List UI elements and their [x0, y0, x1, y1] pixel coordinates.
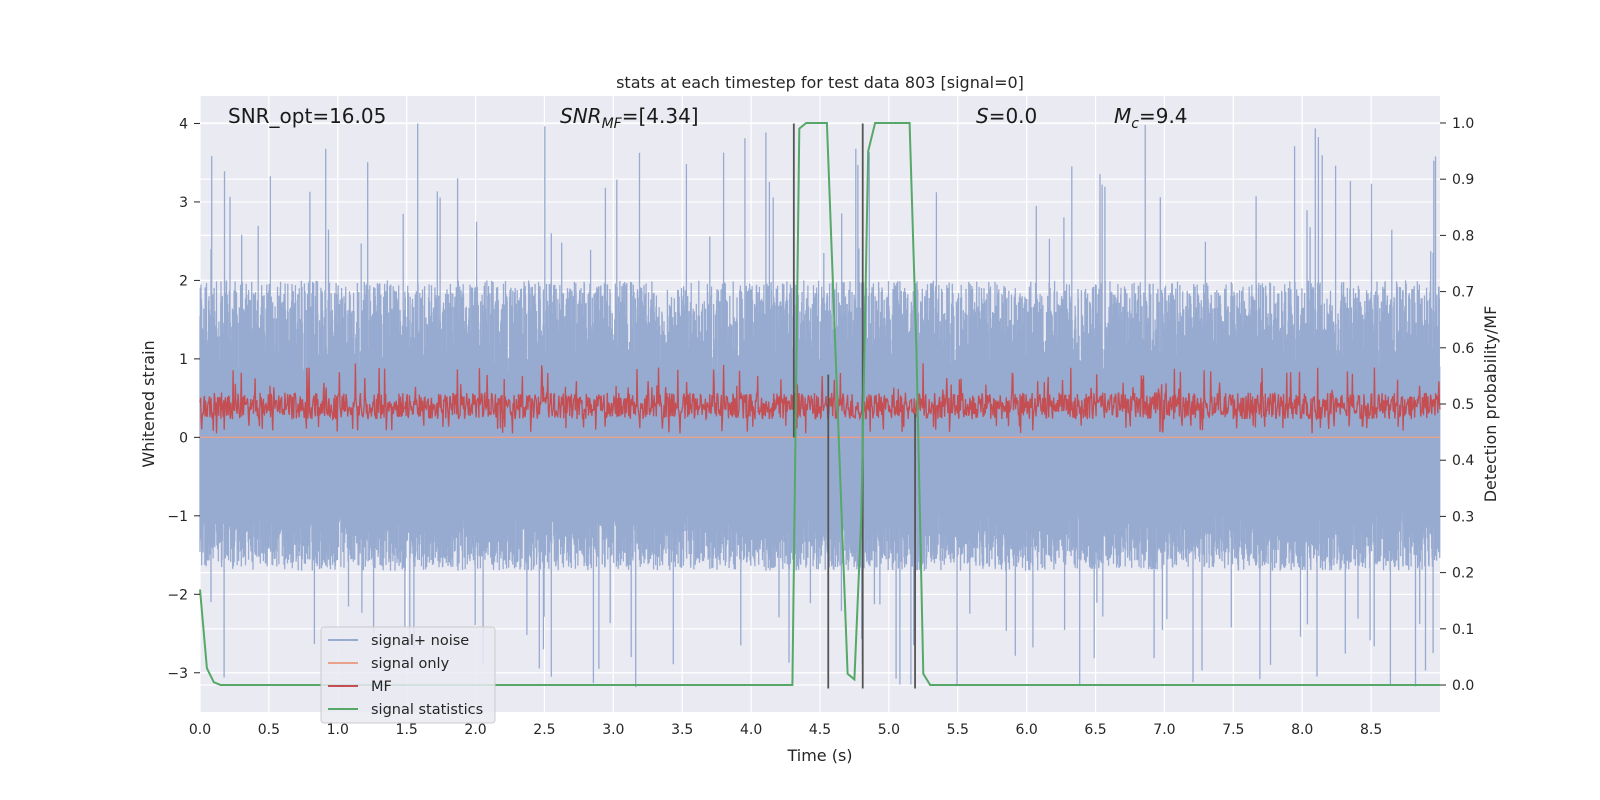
- y-tick-label: −3: [167, 666, 188, 682]
- chart-title: stats at each timestep for test data 803…: [616, 73, 1024, 92]
- annotation-snr-mf-sub: MF: [602, 116, 623, 132]
- x-tick-label: 8.5: [1360, 722, 1382, 738]
- y2-tick-label: 0.3: [1452, 509, 1474, 525]
- annotation-s-value: =0.0: [989, 104, 1038, 128]
- y2-tick-label: 0.0: [1452, 678, 1474, 694]
- y-tick-label: 0: [179, 430, 188, 446]
- x-tick-label: 6.0: [1016, 722, 1038, 738]
- x-tick-label: 3.0: [602, 722, 624, 738]
- annotation-mc-sub: c: [1131, 116, 1139, 132]
- x-tick-label: 1.0: [327, 722, 349, 738]
- x-tick-label: 5.5: [947, 722, 969, 738]
- annotation-snr-mf-value: =[4.34]: [622, 104, 699, 128]
- annotation-s-italic: S: [976, 104, 989, 128]
- x-tick-label: 6.5: [1084, 722, 1106, 738]
- x-tick-label: 5.0: [878, 722, 900, 738]
- y2-axis-label: Detection probability/MF: [1481, 306, 1500, 503]
- y2-axis-ticks: 0.0 0.1 0.2 0.3 0.4 0.5 0.6 0.7 0.8 0.9 1.0: [1440, 116, 1474, 694]
- y2-tick-label: 0.1: [1452, 622, 1474, 638]
- legend: signal+ noise signal only MF signal stat…: [320, 626, 496, 724]
- y-axis-ticks: −3 −2 −1 0 1 2 3 4: [167, 116, 200, 682]
- x-tick-label: 4.5: [809, 722, 831, 738]
- legend-label-mf: MF: [371, 679, 392, 695]
- y-tick-label: −2: [167, 587, 188, 603]
- y2-tick-label: 0.2: [1452, 566, 1474, 582]
- series-signal-statistics: [199, 122, 1440, 686]
- x-tick-label: 0.0: [189, 722, 211, 738]
- y-tick-label: 2: [179, 273, 188, 289]
- x-tick-label: 7.5: [1222, 722, 1244, 738]
- legend-frame: [320, 626, 496, 724]
- annotation-mc-value: =9.4: [1139, 104, 1188, 128]
- x-tick-label: 1.5: [396, 722, 418, 738]
- y2-tick-label: 1.0: [1452, 116, 1474, 132]
- annotation-mc: Mc=9.4: [1114, 104, 1188, 132]
- annotation-snr-mf: SNRMF=[4.34]: [560, 104, 699, 132]
- x-tick-label: 8.0: [1291, 722, 1313, 738]
- series-mf: [199, 363, 1441, 434]
- mf-line: [199, 363, 1441, 434]
- x-axis-label: Time (s): [786, 746, 852, 765]
- y-tick-label: 4: [179, 116, 188, 132]
- legend-label-signal-noise: signal+ noise: [371, 633, 469, 649]
- y-tick-label: 1: [179, 352, 188, 368]
- y2-tick-label: 0.7: [1452, 285, 1474, 301]
- y2-tick-label: 0.8: [1452, 228, 1474, 244]
- annotation-s: S=0.0: [976, 104, 1037, 128]
- y2-tick-label: 0.4: [1452, 453, 1474, 469]
- annotation-snr-mf-base: SNR: [560, 104, 602, 128]
- annotation-snr-opt: SNR_opt=16.05: [228, 104, 386, 128]
- x-tick-label: 7.0: [1153, 722, 1175, 738]
- legend-label-signal-only: signal only: [371, 656, 450, 672]
- annotation-mc-base: M: [1114, 104, 1131, 128]
- y-tick-label: 3: [179, 195, 188, 211]
- y-axis-label: Whitened strain: [139, 340, 158, 467]
- x-tick-label: 3.5: [671, 722, 693, 738]
- legend-label-signal-statistics: signal statistics: [371, 702, 483, 718]
- x-tick-label: 2.5: [533, 722, 555, 738]
- signal-statistics-line: [199, 122, 1440, 686]
- y2-tick-label: 0.9: [1452, 172, 1474, 188]
- x-tick-label: 0.5: [258, 722, 280, 738]
- x-tick-label: 2.0: [464, 722, 486, 738]
- x-axis-ticks: 0.0 0.5 1.0 1.5 2.0 2.5 3.0 3.5 4.0 4.5 5.0 5.5 6.0 6…: [189, 722, 1382, 738]
- y2-tick-label: 0.6: [1452, 341, 1474, 357]
- x-tick-label: 4.0: [740, 722, 762, 738]
- y2-tick-label: 0.5: [1452, 397, 1474, 413]
- y-tick-label: −1: [167, 509, 188, 525]
